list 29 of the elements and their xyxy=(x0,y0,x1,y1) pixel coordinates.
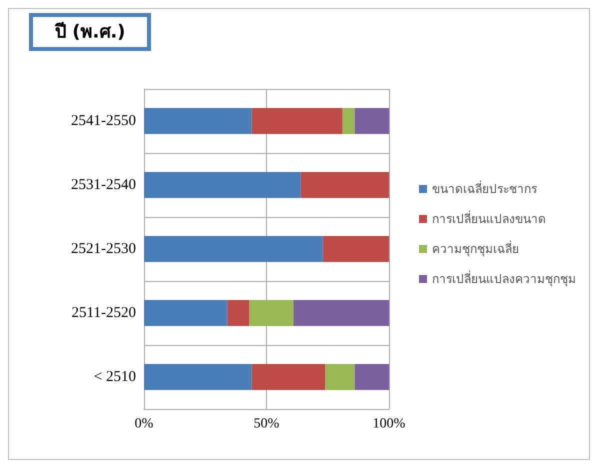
bar xyxy=(325,364,355,390)
y-tick-label: 2531-2540 xyxy=(71,177,136,193)
bar xyxy=(252,364,326,390)
legend-label: ความชุกชุมเฉลี่ย xyxy=(432,240,519,257)
y-tick-label: 2521-2530 xyxy=(71,241,136,257)
y-tick-label: 2541-2550 xyxy=(71,113,136,129)
bar xyxy=(354,108,389,134)
bar xyxy=(322,236,389,262)
bar xyxy=(300,172,389,198)
y-tick-label: < 2510 xyxy=(94,369,136,385)
bar xyxy=(293,300,389,326)
bar xyxy=(342,108,355,134)
bar xyxy=(144,364,252,390)
y-tick-label: 2511-2520 xyxy=(72,305,136,321)
bar xyxy=(144,108,252,134)
bar xyxy=(144,300,228,326)
bar xyxy=(227,300,250,326)
bar xyxy=(354,364,389,390)
legend-label: ขนาดเฉลี่ยประชากร xyxy=(432,180,538,196)
legend-label: การเปลี่ยนแปลงขนาด xyxy=(432,210,546,226)
x-tick-label: 100% xyxy=(372,416,406,432)
chart-title: ปี (พ.ศ.) xyxy=(54,22,126,42)
x-tick-label: 0% xyxy=(134,416,154,432)
x-tick-label: 50% xyxy=(254,416,280,432)
bar xyxy=(252,108,342,134)
legend-label: การเปลี่ยนแปลงความชุกชุม xyxy=(432,270,576,287)
bar xyxy=(249,300,294,326)
bar xyxy=(144,172,301,198)
bar xyxy=(144,236,323,262)
